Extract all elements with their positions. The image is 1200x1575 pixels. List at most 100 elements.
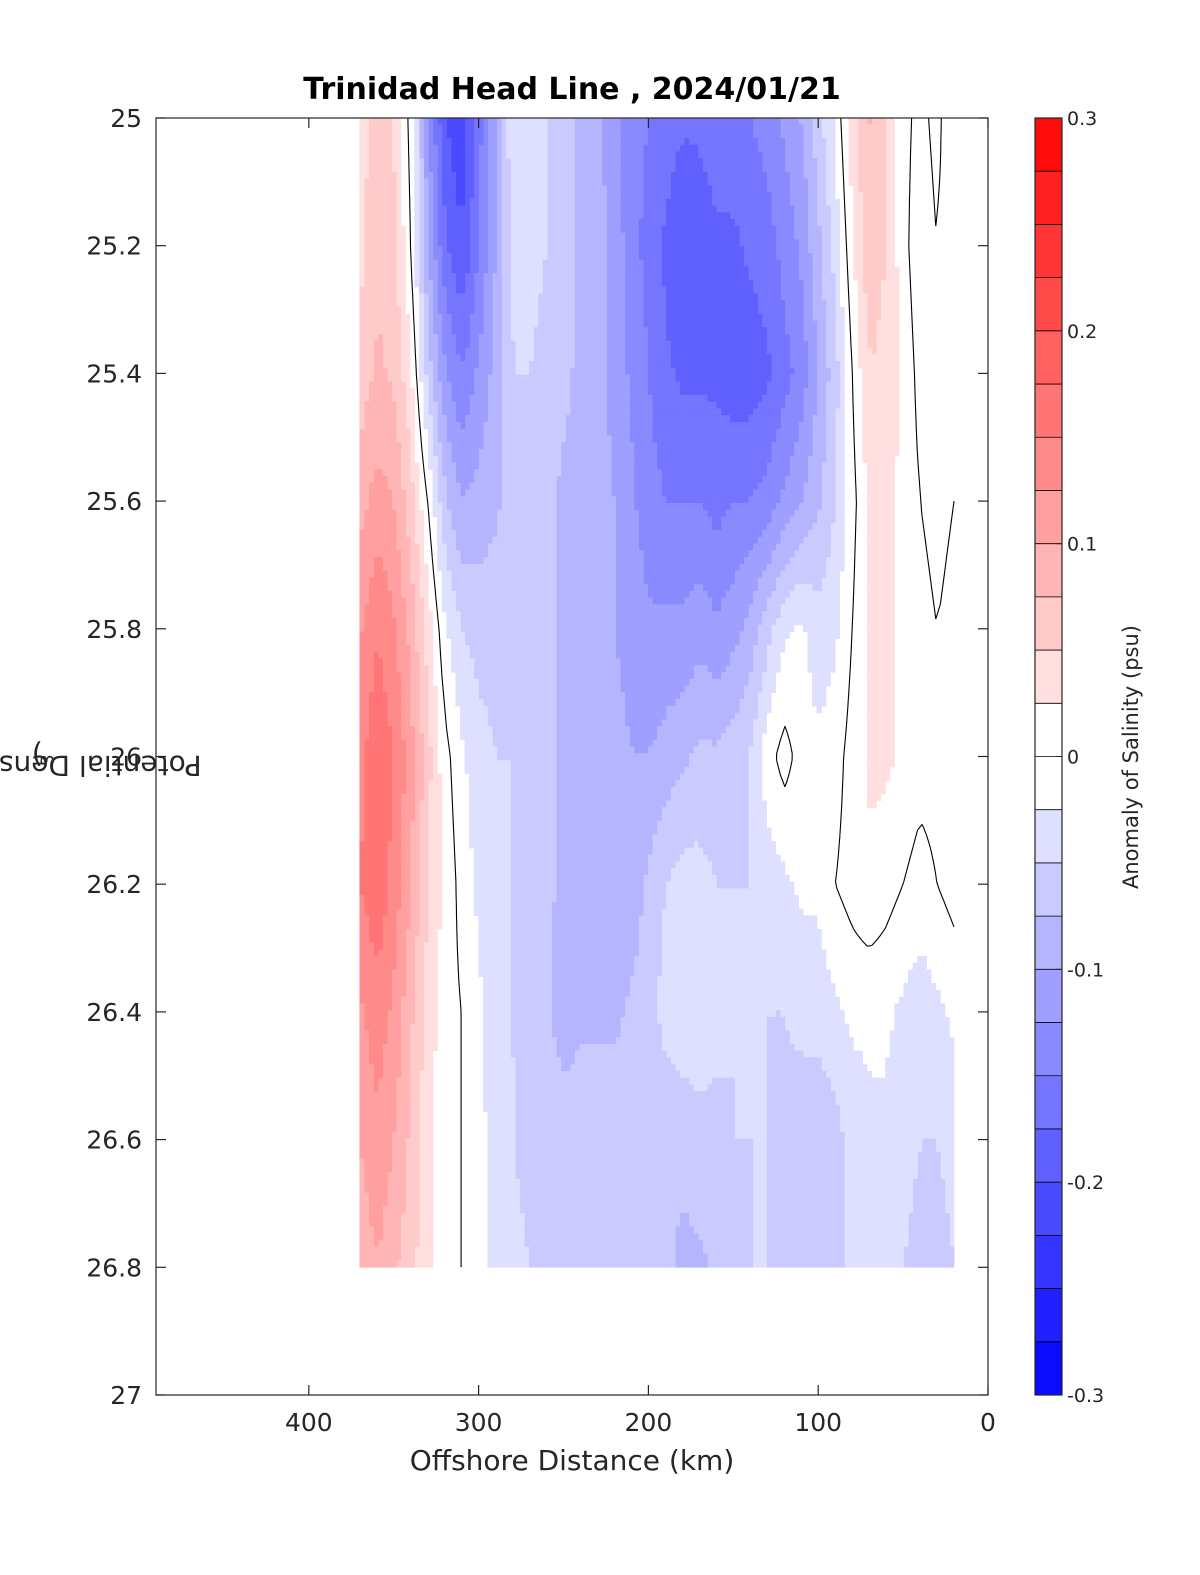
field-cell [524,171,530,180]
field-cell [716,266,722,274]
field-cell [592,205,598,213]
field-cell [880,232,886,240]
field-cell [482,225,489,234]
field-cell [866,354,873,362]
field-cell [546,340,553,349]
field-cell [551,198,557,207]
field-cell [647,232,653,240]
field-cell [738,313,745,322]
field-cell [423,307,429,315]
field-cell [725,266,731,274]
field-cell [537,192,543,200]
field-cell [473,178,479,186]
field-cell [455,266,461,274]
field-cell [524,347,530,355]
field-cell [455,279,461,288]
field-cell [857,118,863,126]
field-cell [807,246,813,254]
field-cell [441,327,447,335]
field-cell [400,401,406,409]
field-cell [391,185,397,193]
field-cell [386,151,393,159]
field-cell [492,381,498,389]
field-cell [359,347,365,355]
field-cell [542,137,548,146]
field-cell [656,205,662,213]
field-cell [492,151,498,159]
field-cell [597,252,603,261]
field-cell [706,273,713,281]
field-cell [656,171,662,180]
field-cell [876,327,882,335]
field-cell [748,415,754,423]
field-cell [514,232,521,240]
field-cell [674,313,681,322]
field-cell [839,347,845,355]
field-cell [601,232,607,240]
field-cell [857,198,863,207]
field-cell [807,144,813,153]
field-cell [633,401,639,409]
field-cell [565,340,571,349]
field-cell [537,327,543,335]
field-cell [524,252,530,261]
field-cell [364,239,370,247]
field-cell [450,347,457,355]
field-cell [588,273,594,281]
field-cell [729,374,735,382]
field-cell [601,354,607,362]
field-cell [501,367,507,376]
field-cell [871,381,877,389]
field-cell [556,124,562,132]
field-cell [821,171,827,180]
field-cell [578,394,585,403]
field-cell [464,239,470,247]
field-cell [743,334,749,342]
field-cell [551,286,557,295]
field-cell [693,394,699,403]
field-cell [496,279,502,288]
field-cell [798,327,804,335]
field-cell [492,367,498,376]
field-cell [441,347,447,355]
field-cell [821,401,827,409]
field-cell [674,212,681,220]
field-cell [377,151,383,159]
field-cell [551,313,557,322]
field-cell [396,381,402,389]
field-cell [560,144,566,153]
field-cell [423,192,429,200]
field-cell [885,307,891,315]
field-cell [569,137,575,146]
field-cell [862,165,868,173]
field-cell [725,124,731,132]
field-cell [734,232,740,240]
field-cell [496,334,502,342]
field-cell [501,334,507,342]
field-cell [789,300,795,308]
field-cell [574,185,580,193]
field-cell [711,374,717,382]
field-cell [556,219,562,227]
field-cell [706,192,713,200]
field-cell [528,374,534,382]
field-cell [455,205,461,213]
field-cell [597,340,603,349]
field-cell [588,252,594,261]
field-cell [784,273,790,281]
field-cell [537,185,543,193]
field-cell [560,367,566,376]
field-cell [569,394,575,403]
field-cell [373,381,379,389]
field-cell [546,273,553,281]
field-cell [633,320,639,328]
field-cell [642,408,649,416]
field-cell [428,151,434,159]
field-cell [784,394,790,403]
field-cell [880,118,886,126]
field-cell [674,225,681,234]
field-cell [565,320,571,328]
field-cell [880,415,886,423]
field-cell [647,354,653,362]
field-cell [807,192,813,200]
